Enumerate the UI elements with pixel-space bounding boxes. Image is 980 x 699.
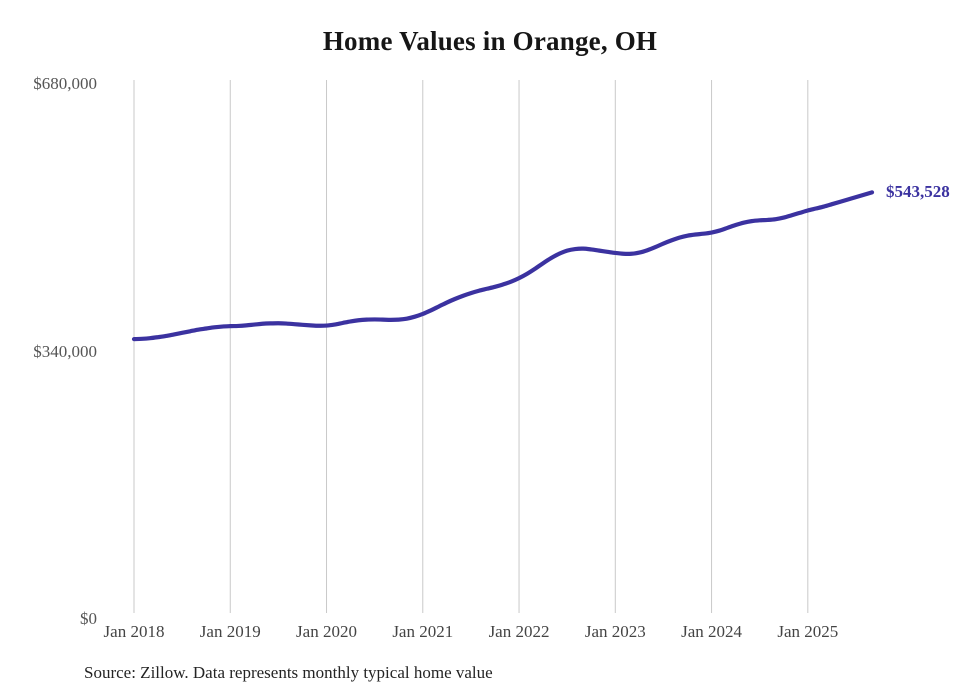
x-tick-label-jan-2023: Jan 2023 bbox=[584, 622, 646, 641]
y-tick-label-340000: $340,000 bbox=[33, 341, 97, 361]
y-tick-label-680000: $680,000 bbox=[33, 74, 97, 93]
end-value-label: $543,528 bbox=[886, 182, 950, 202]
x-tick-label-jan-2021: Jan 2021 bbox=[392, 622, 454, 641]
x-tick-label-jan-2019: Jan 2019 bbox=[199, 622, 261, 641]
source-note: Source: Zillow. Data represents monthly … bbox=[84, 663, 493, 682]
x-tick-label-jan-2024: Jan 2024 bbox=[681, 622, 743, 641]
x-tick-label-jan-2018: Jan 2018 bbox=[103, 622, 165, 641]
x-tick-label-jan-2025: Jan 2025 bbox=[777, 622, 839, 641]
chart-title: Home Values in Orange, OH bbox=[322, 26, 658, 56]
gridlines-group bbox=[133, 80, 809, 613]
x-tick-label-jan-2020: Jan 2020 bbox=[296, 622, 357, 641]
x-tick-label-jan-2022: Jan 2022 bbox=[488, 622, 550, 641]
series-line-home-values bbox=[131, 190, 875, 342]
y-tick-label-0: $0 bbox=[80, 609, 97, 628]
